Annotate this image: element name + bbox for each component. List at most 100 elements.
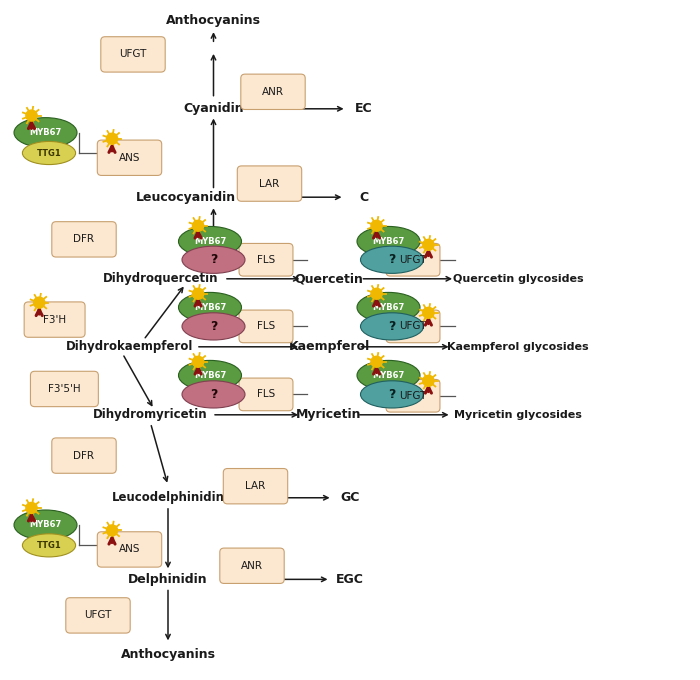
FancyBboxPatch shape xyxy=(31,371,98,407)
Text: ANR: ANR xyxy=(241,561,263,571)
FancyBboxPatch shape xyxy=(239,310,293,343)
Text: Quercetin: Quercetin xyxy=(295,272,363,286)
Circle shape xyxy=(26,503,37,513)
Text: F3'H: F3'H xyxy=(43,315,66,324)
FancyBboxPatch shape xyxy=(97,140,162,175)
Text: EGC: EGC xyxy=(336,573,364,586)
Text: ?: ? xyxy=(210,388,217,401)
Text: LAR: LAR xyxy=(246,481,265,491)
Text: ?: ? xyxy=(389,320,396,333)
FancyBboxPatch shape xyxy=(386,243,440,276)
Text: Kaempferol: Kaempferol xyxy=(288,340,370,354)
Text: ?: ? xyxy=(389,253,396,267)
Ellipse shape xyxy=(357,360,420,390)
Text: MYB67: MYB67 xyxy=(29,128,62,137)
Ellipse shape xyxy=(182,246,245,273)
Text: ANS: ANS xyxy=(119,153,140,163)
Text: DFR: DFR xyxy=(74,451,95,460)
Text: Dihydroquercetin: Dihydroquercetin xyxy=(104,272,218,286)
Ellipse shape xyxy=(360,381,424,408)
FancyBboxPatch shape xyxy=(237,166,302,201)
Text: ANR: ANR xyxy=(262,87,284,97)
FancyBboxPatch shape xyxy=(24,302,85,337)
FancyBboxPatch shape xyxy=(220,548,284,583)
Text: MYB67: MYB67 xyxy=(372,371,405,380)
Circle shape xyxy=(423,307,434,318)
FancyBboxPatch shape xyxy=(101,37,165,72)
Text: ANS: ANS xyxy=(119,545,140,554)
Ellipse shape xyxy=(360,313,424,340)
Text: FLS: FLS xyxy=(257,255,275,265)
Text: UFGT: UFGT xyxy=(84,611,112,620)
Circle shape xyxy=(193,220,204,231)
Text: Delphinidin: Delphinidin xyxy=(128,573,208,586)
Text: MYB67: MYB67 xyxy=(372,237,405,246)
Ellipse shape xyxy=(14,510,77,540)
Text: Anthocyanins: Anthocyanins xyxy=(166,14,261,27)
Text: Anthocyanins: Anthocyanins xyxy=(120,647,216,661)
Ellipse shape xyxy=(178,292,241,322)
Circle shape xyxy=(34,297,45,308)
FancyBboxPatch shape xyxy=(239,243,293,276)
FancyBboxPatch shape xyxy=(239,378,293,411)
Text: MYB67: MYB67 xyxy=(194,371,226,380)
Text: EC: EC xyxy=(355,102,373,116)
Text: ?: ? xyxy=(210,253,217,267)
Text: MYB67: MYB67 xyxy=(372,303,405,312)
Text: FLS: FLS xyxy=(257,322,275,331)
Text: TTG1: TTG1 xyxy=(36,148,62,158)
FancyBboxPatch shape xyxy=(97,532,162,567)
FancyBboxPatch shape xyxy=(386,310,440,343)
Circle shape xyxy=(106,525,118,536)
Text: MYB67: MYB67 xyxy=(194,237,226,246)
Text: ?: ? xyxy=(210,320,217,333)
Text: UFGT: UFGT xyxy=(399,255,427,265)
FancyBboxPatch shape xyxy=(52,438,116,473)
Text: Myricetin: Myricetin xyxy=(296,408,362,422)
Text: UFGT: UFGT xyxy=(119,50,147,59)
Text: TTG1: TTG1 xyxy=(36,541,62,550)
Circle shape xyxy=(371,288,382,299)
Text: Leucocyanidin: Leucocyanidin xyxy=(135,190,236,204)
Circle shape xyxy=(371,356,382,367)
Ellipse shape xyxy=(357,292,420,322)
Ellipse shape xyxy=(182,313,245,340)
FancyBboxPatch shape xyxy=(66,598,130,633)
Ellipse shape xyxy=(357,226,420,256)
Text: Quercetin glycosides: Quercetin glycosides xyxy=(453,274,583,284)
Text: Leucodelphinidin: Leucodelphinidin xyxy=(111,491,225,505)
FancyBboxPatch shape xyxy=(52,222,116,257)
Text: FLS: FLS xyxy=(257,390,275,399)
Text: C: C xyxy=(359,190,369,204)
Ellipse shape xyxy=(22,141,76,165)
Text: LAR: LAR xyxy=(260,179,279,188)
Text: Cyanidin: Cyanidin xyxy=(183,102,244,116)
Circle shape xyxy=(371,220,382,231)
Circle shape xyxy=(193,356,204,367)
Ellipse shape xyxy=(360,246,424,273)
Text: Dihydrokaempferol: Dihydrokaempferol xyxy=(66,340,193,354)
Text: MYB67: MYB67 xyxy=(194,303,226,312)
Circle shape xyxy=(423,239,434,250)
Ellipse shape xyxy=(22,534,76,557)
Ellipse shape xyxy=(178,226,241,256)
Ellipse shape xyxy=(178,360,241,390)
Text: F3'5'H: F3'5'H xyxy=(48,384,80,394)
Text: Dihydromyricetin: Dihydromyricetin xyxy=(93,408,208,422)
Circle shape xyxy=(193,288,204,299)
FancyBboxPatch shape xyxy=(386,379,440,412)
Text: UFGT: UFGT xyxy=(399,322,427,331)
Text: UFGT: UFGT xyxy=(399,391,427,401)
Text: Kaempferol glycosides: Kaempferol glycosides xyxy=(447,342,589,352)
Text: ?: ? xyxy=(389,388,396,401)
Circle shape xyxy=(26,110,37,121)
Ellipse shape xyxy=(14,118,77,148)
Text: Myricetin glycosides: Myricetin glycosides xyxy=(454,410,582,420)
Ellipse shape xyxy=(182,381,245,408)
Text: MYB67: MYB67 xyxy=(29,520,62,530)
Text: GC: GC xyxy=(340,491,360,505)
FancyBboxPatch shape xyxy=(223,469,288,504)
FancyBboxPatch shape xyxy=(241,74,305,109)
Circle shape xyxy=(106,133,118,144)
Text: DFR: DFR xyxy=(74,235,95,244)
